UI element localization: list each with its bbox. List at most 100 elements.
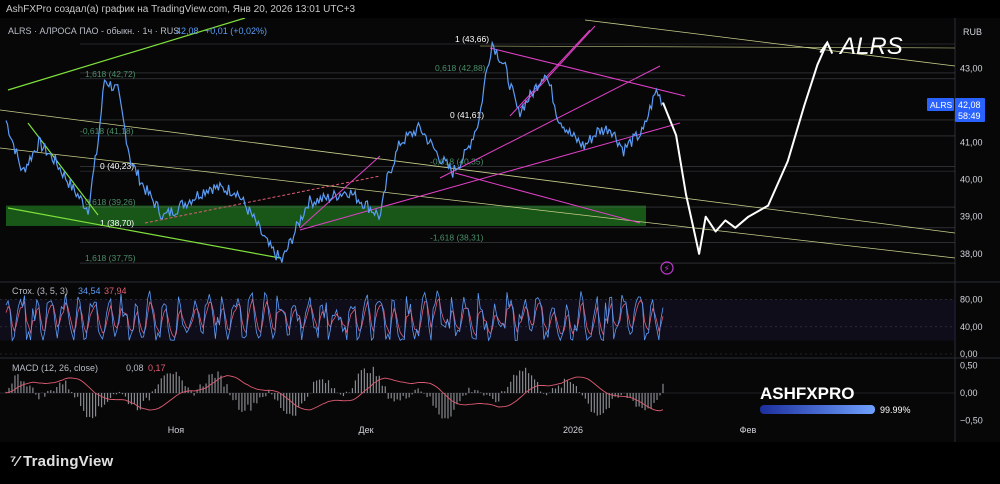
macd-histogram-bar (298, 393, 300, 408)
macd-histogram-bar (241, 393, 243, 412)
macd-histogram-bar (366, 373, 368, 393)
macd-histogram-bar (92, 393, 94, 419)
price-chart[interactable]: 1 (43,66) 0,618 (42,88) 1,618 (42,72) 0 (41… (0, 17, 1000, 442)
macd-histogram-bar (557, 385, 560, 393)
macd-histogram-bar (593, 393, 595, 413)
stoch-axis-tick: 0,00 (960, 349, 978, 359)
macd-histogram-bar (56, 386, 58, 393)
macd-histogram-bar (77, 393, 79, 397)
macd-histogram-bar (507, 386, 509, 393)
macd-histogram-bar (572, 383, 575, 393)
macd-histogram-bar (327, 380, 330, 393)
price-badge-bg (955, 98, 985, 122)
macd-histogram-bar (480, 392, 482, 393)
macd-legend-label: MACD (12, 26, close) (12, 363, 98, 373)
macd-axis-tick: 0,50 (960, 361, 978, 371)
channel-line-yellow-1 (0, 109, 956, 234)
time-axis-ticks: Ноя Дек 2026 Фев (168, 425, 757, 435)
price-axis-tick: 41,00 (960, 138, 983, 148)
macd-histogram-bar (360, 370, 362, 393)
macd-histogram-bar (29, 385, 31, 393)
macd-histogram-bar (468, 387, 470, 393)
macd-histogram-bar (465, 393, 467, 396)
macd-histogram-bar (59, 382, 61, 393)
macd-histogram-bar (199, 384, 201, 393)
macd-histogram-bar (53, 391, 55, 393)
macd-histogram-bar (304, 393, 306, 401)
time-axis-tick: Фев (740, 425, 757, 435)
macd-histogram-bar (620, 393, 622, 396)
macd-histogram-bar (459, 393, 461, 402)
macd-histogram-bar (551, 388, 554, 393)
macd-histogram-bar (641, 393, 643, 408)
macd-histogram-bar (387, 393, 389, 399)
macd-histogram-bar (354, 380, 357, 393)
price-badge-price: 42,08 (958, 100, 981, 110)
fib-level-label: 0 (41,61) (450, 110, 484, 120)
macd-histogram-bar (226, 384, 228, 393)
macd-histogram-bar (435, 393, 437, 408)
macd-histogram-bar (611, 393, 613, 399)
macd-histogram-bar (563, 378, 566, 393)
macd-histogram-bar (599, 393, 601, 415)
macd-histogram-bar (399, 393, 401, 401)
macd-histogram-bar (14, 375, 16, 393)
macd-histogram-bar (602, 393, 604, 414)
macd-histogram-bar (617, 393, 619, 398)
macd-histogram-bar (369, 373, 371, 393)
macd-histogram-bar (208, 374, 210, 393)
fib-level-label: -0,618 (41,18) (80, 126, 134, 136)
macd-histogram-bar (253, 393, 255, 403)
brand-watermark: ASHFXPRO (760, 384, 854, 403)
macd-histogram-bar (647, 393, 649, 409)
macd-histogram-bar (184, 386, 186, 393)
macd-histogram-bar (109, 393, 112, 399)
macd-histogram-bar (554, 388, 557, 393)
time-axis-tick: Дек (358, 425, 373, 435)
macd-histogram-bar (644, 393, 646, 411)
macd-histogram-bar (632, 393, 634, 401)
macd-histogram-bar (283, 393, 285, 411)
macd-histogram-bar (587, 393, 589, 404)
price-badge-symbol: ALRS (930, 100, 953, 110)
macd-histogram-bar (330, 388, 333, 393)
macd-histogram-bar (256, 393, 258, 404)
fib-level-label: 1,618 (37,75) (85, 253, 136, 263)
tradingview-logo[interactable]: ⁷⁄ TradingView (10, 453, 113, 470)
macd-histogram-bar (498, 393, 500, 402)
macd-histogram-bar (596, 393, 598, 416)
macd-histogram-bar (539, 391, 542, 393)
macd-histogram-bar (333, 388, 336, 393)
macd-histogram-bar (17, 374, 19, 393)
macd-histogram-bar (453, 393, 455, 410)
macd-signal-value: 0,17 (148, 363, 166, 373)
macd-histogram-bar (286, 393, 288, 414)
macd-pane: 0,50 0,00 −0,50 (0, 361, 983, 426)
macd-histogram-bar (157, 384, 159, 393)
support-zone (6, 205, 646, 226)
macd-histogram-bar (378, 375, 380, 393)
macd-histogram-bar (262, 393, 264, 398)
alert-lightning-icon[interactable] (660, 261, 674, 275)
macd-histogram-bar (214, 377, 216, 393)
price-scale[interactable] (955, 18, 1000, 442)
macd-histogram-bar (519, 370, 521, 393)
macd-histogram-bar (438, 393, 440, 415)
chart-frame: 1 (43,66) 0,618 (42,88) 1,618 (42,72) 0 (41… (0, 17, 1000, 442)
stoch-d-line (5, 297, 664, 339)
macd-histogram-bar (26, 386, 28, 393)
macd-histogram-bar (590, 393, 592, 412)
macd-histogram-bar (103, 393, 106, 405)
macd-histogram-bar (533, 379, 536, 393)
plot-area[interactable] (0, 18, 955, 442)
alert-lightning-glyph: ⚡ (664, 264, 670, 274)
macd-histogram-bar (175, 371, 177, 393)
macd-histogram-bar (569, 381, 572, 393)
macd-histogram-bar (32, 387, 34, 393)
projection-layer (662, 40, 834, 255)
projection-path (662, 42, 829, 255)
macd-histogram-bar (50, 390, 52, 393)
macd-histogram-bar (456, 393, 458, 405)
macd-histogram-bar (74, 393, 76, 398)
macd-histogram-bar (312, 381, 315, 393)
